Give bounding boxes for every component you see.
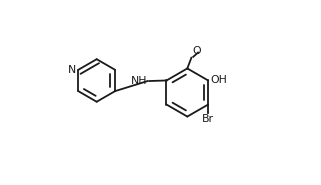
- Text: Br: Br: [202, 114, 214, 124]
- Text: NH: NH: [131, 76, 148, 86]
- Text: OH: OH: [210, 75, 227, 85]
- Text: O: O: [192, 46, 201, 56]
- Text: N: N: [68, 65, 76, 75]
